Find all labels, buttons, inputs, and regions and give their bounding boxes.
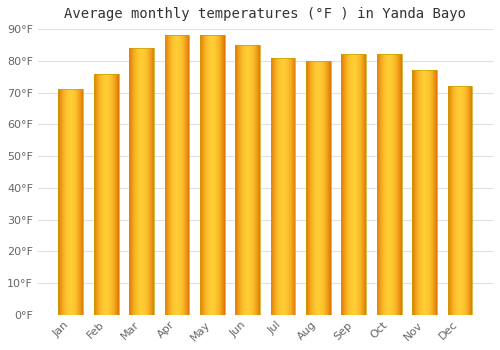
Bar <box>200 35 225 315</box>
Bar <box>306 61 331 315</box>
Bar <box>58 89 84 315</box>
Bar <box>236 45 260 315</box>
Bar <box>342 55 366 315</box>
Bar <box>164 35 190 315</box>
Title: Average monthly temperatures (°F ) in Yanda Bayo: Average monthly temperatures (°F ) in Ya… <box>64 7 466 21</box>
Bar <box>129 48 154 315</box>
Bar <box>94 74 118 315</box>
Bar <box>412 70 437 315</box>
Bar <box>270 58 295 315</box>
Bar <box>377 55 402 315</box>
Bar <box>448 86 472 315</box>
